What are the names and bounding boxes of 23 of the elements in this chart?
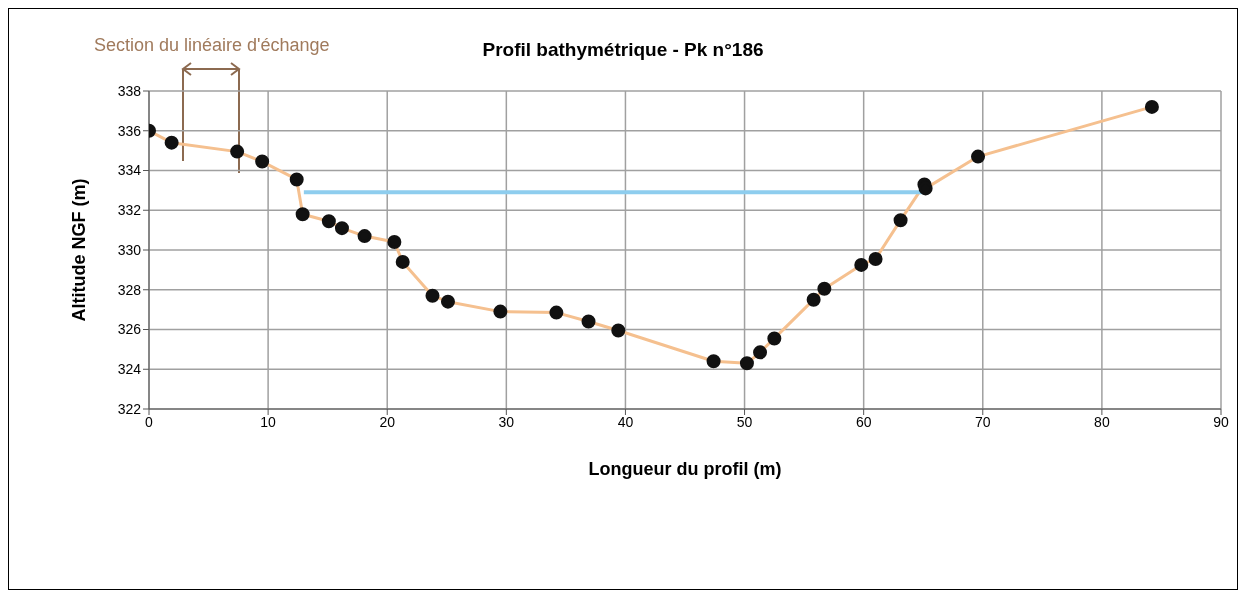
y-axis-title: Altitude NGF (m) bbox=[69, 178, 90, 322]
y-tick-label: 326 bbox=[117, 321, 142, 338]
x-tick-label: 40 bbox=[617, 413, 634, 430]
x-tick-label: 10 bbox=[260, 413, 277, 430]
y-tick-label: 328 bbox=[117, 281, 142, 298]
y-tick-label: 322 bbox=[117, 400, 142, 417]
x-tick-label: 60 bbox=[855, 413, 872, 430]
x-tick-label: 50 bbox=[736, 413, 753, 430]
text: Section du linéaire d'échange bbox=[94, 35, 330, 56]
y-tick-label: 338 bbox=[117, 82, 142, 99]
y-tick-label: 332 bbox=[117, 202, 142, 219]
y-tick-label: 324 bbox=[117, 361, 142, 378]
y-tick-label: 330 bbox=[117, 241, 142, 258]
x-tick-label: 90 bbox=[1213, 413, 1229, 430]
y-tick-label: 334 bbox=[117, 162, 142, 179]
y-tick-label: 336 bbox=[117, 122, 142, 139]
chart-title: Profil bathymétrique - Pk n°186 bbox=[482, 39, 764, 60]
x-tick-label: 70 bbox=[974, 413, 991, 430]
x-tick-label: 80 bbox=[1094, 413, 1110, 430]
x-tick-label: 20 bbox=[379, 413, 396, 430]
x-tick-label: 0 bbox=[145, 413, 154, 430]
x-tick-label: 30 bbox=[498, 413, 515, 430]
x-axis-title: Longueur du profil (m) bbox=[588, 459, 782, 479]
